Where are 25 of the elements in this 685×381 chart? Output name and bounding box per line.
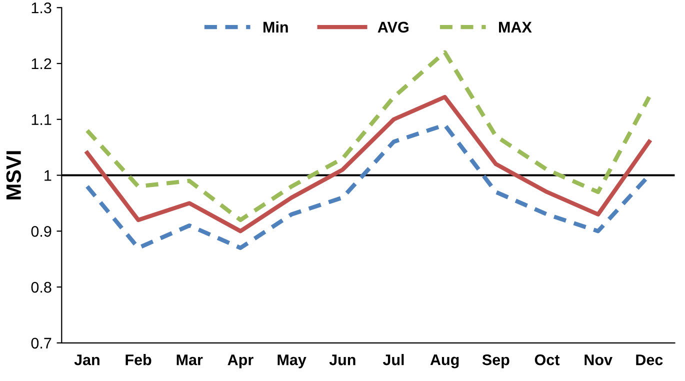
x-tick-label: May <box>278 354 306 368</box>
y-axis-title: MSVI <box>6 151 22 200</box>
x-tick-label: Apr <box>228 354 254 368</box>
line-series <box>85 94 652 234</box>
x-tick-label: Jul <box>382 354 404 366</box>
y-tick-label: 1.2 <box>32 58 52 70</box>
y-tick-label: 0.9 <box>31 226 52 237</box>
y-tick-label: 1 <box>44 170 52 181</box>
x-tick-label: Oct <box>534 354 560 366</box>
x-tick-label: Feb <box>126 354 152 366</box>
y-tick-label: 0.8 <box>31 282 52 293</box>
legend-label: Min <box>264 21 288 32</box>
x-tick-label: Nov <box>584 354 612 366</box>
y-tick-label: 1.3 <box>32 2 52 14</box>
x-tick-label: Dec <box>636 354 663 366</box>
y-tick-label: 0.7 <box>31 338 52 349</box>
legend-label: MAX <box>499 22 532 32</box>
line-series <box>85 50 652 222</box>
x-tick-label: Sep <box>482 354 510 368</box>
x-tick-label: Jan <box>74 354 100 366</box>
y-tick-label: 1.1 <box>32 114 52 125</box>
x-tick-label: Jun <box>329 354 356 366</box>
legend-label: AVG <box>378 22 408 33</box>
x-tick-label: Mar <box>176 354 203 366</box>
x-tick-label: Aug <box>430 354 459 368</box>
